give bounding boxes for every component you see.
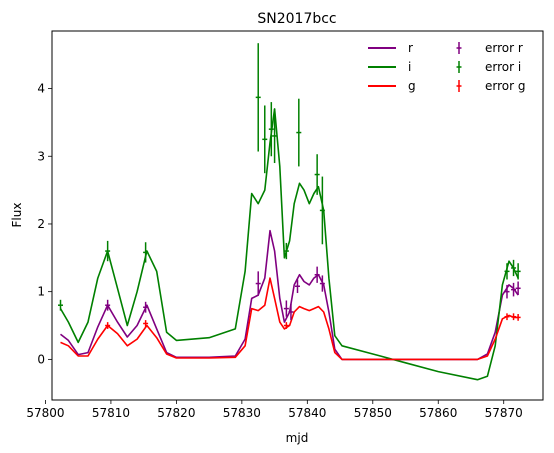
y-axis-label: Flux xyxy=(10,203,24,228)
legend-label: error r xyxy=(485,41,523,55)
x-tick-label: 57870 xyxy=(485,406,523,420)
error-g-point xyxy=(504,313,510,321)
error-i-point xyxy=(511,259,517,277)
error-r-point xyxy=(314,266,320,283)
error-i-point xyxy=(504,263,510,280)
legend-label: error i xyxy=(485,60,521,74)
error-i-point xyxy=(319,176,325,245)
legend-entry: r xyxy=(368,41,413,55)
error-r-point xyxy=(143,301,149,313)
legend-entry: error g xyxy=(456,79,525,93)
legend-label: i xyxy=(408,60,411,74)
y-tick-label: 4 xyxy=(37,82,45,96)
legend-label: r xyxy=(408,41,413,55)
error-r-point xyxy=(511,282,517,297)
legend: rig error r error i error g xyxy=(368,41,525,93)
error-g-point xyxy=(105,322,111,329)
chart-title: SN2017bcc xyxy=(257,11,336,27)
error-i-point xyxy=(296,98,302,167)
error-i-point xyxy=(314,154,320,195)
error-r-point xyxy=(283,300,289,317)
y-tick-label: 0 xyxy=(37,352,45,366)
legend-entry: i xyxy=(368,60,411,74)
error-i-point xyxy=(143,242,149,263)
error-g-point xyxy=(515,314,521,321)
x-tick-label: 57860 xyxy=(419,406,457,420)
y-tick-label: 3 xyxy=(37,149,45,163)
error-i-point xyxy=(262,105,268,174)
legend-entry: error r xyxy=(456,41,523,55)
error-r-point xyxy=(515,281,521,296)
error-r-point xyxy=(105,299,111,311)
x-tick-label: 57810 xyxy=(92,406,130,420)
error-r-point xyxy=(295,279,300,294)
error-g-point xyxy=(283,322,289,329)
error-r-point xyxy=(288,303,294,321)
x-tick-label: 57840 xyxy=(288,406,326,420)
error-g-point xyxy=(143,320,149,327)
error-i-point xyxy=(105,240,111,262)
error-i-point xyxy=(58,299,64,311)
x-axis-label: mjd xyxy=(286,431,309,445)
error-r-point xyxy=(319,275,325,292)
legend-label: error g xyxy=(485,79,525,93)
error-r-point xyxy=(504,284,510,299)
legend-entry: g xyxy=(368,79,416,93)
plot-frame xyxy=(51,30,544,401)
errorbar-layer xyxy=(58,43,521,329)
x-tick-label: 57800 xyxy=(26,406,64,420)
error-i-point xyxy=(255,43,261,152)
error-i-point xyxy=(515,263,521,280)
y-tick-label: 1 xyxy=(37,285,45,299)
error-g-point xyxy=(511,313,517,321)
x-tick-label: 57850 xyxy=(354,406,392,420)
error-r-point xyxy=(255,271,261,296)
y-tick-label: 2 xyxy=(37,217,45,231)
series-layer xyxy=(59,108,519,381)
x-tick-label: 57820 xyxy=(157,406,195,420)
legend-entry: error i xyxy=(456,60,521,74)
error-i-point xyxy=(272,108,278,164)
y-axis: 0 1 2 3 4 xyxy=(37,82,52,366)
x-axis: 57800 57810 57820 57830 57840 57850 57860 57870 xyxy=(26,400,523,420)
x-tick-label: 57830 xyxy=(223,406,261,420)
legend-label: g xyxy=(408,79,416,93)
error-i-point xyxy=(283,242,289,260)
series-line-i xyxy=(59,108,519,381)
error-i-point xyxy=(268,102,274,157)
series-line-g xyxy=(60,277,519,361)
